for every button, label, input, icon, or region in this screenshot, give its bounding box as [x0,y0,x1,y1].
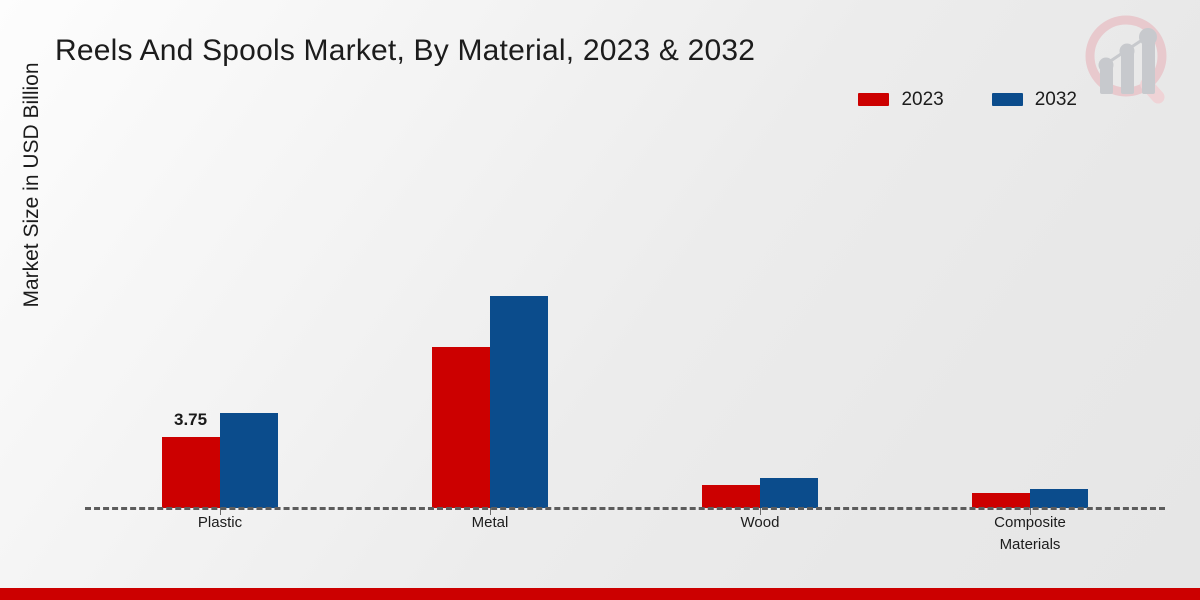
bar-metal-2032[interactable] [490,295,548,508]
legend-label-2032: 2032 [1034,89,1077,110]
tick-plastic [85,508,355,515]
bar-wood-2032[interactable] [760,478,818,508]
bar-composite-2023[interactable] [972,492,1030,508]
x-axis-label-plastic: Plastic [197,514,243,531]
bar-composite-2032[interactable] [1030,489,1088,508]
bar-wood-2023[interactable] [702,484,760,508]
legend-item-2032[interactable]: 2032 [991,89,1077,110]
x-axis-ticks [85,508,1165,515]
y-axis-title: Market Size in USD Billion [20,62,43,308]
plot-area: 3.75 [85,130,1165,508]
bar-plastic-2023[interactable]: 3.75 [162,410,220,508]
bar-value-plastic-2023: 3.75 [174,409,208,429]
x-axis-label-composite: Composite Materials [994,514,1066,553]
legend-label-2023: 2023 [901,89,944,110]
tick-composite [895,508,1165,515]
legend-item-2023[interactable]: 2023 [858,89,944,110]
x-axis-labels: Plastic Metal Wood Composite Materials [85,512,1165,556]
bar-group-composite [895,130,1165,508]
watermark-logo-icon [1074,8,1184,112]
tick-metal [355,508,625,515]
bar-group-metal [355,130,625,508]
x-axis-label-metal: Metal [471,514,509,531]
bar-group-wood [625,130,895,508]
x-axis-baseline [85,507,1165,510]
footer-accent-bar [0,588,1200,600]
chart-title: Reels And Spools Market, By Material, 20… [55,34,756,67]
bar-metal-2023[interactable] [432,346,490,508]
bar-plastic-2032[interactable] [220,413,278,508]
chart-legend: 2023 2032 [858,90,1077,109]
legend-swatch-2023-icon [858,93,890,106]
legend-swatch-2032-icon [991,93,1023,106]
tick-wood [625,508,895,515]
bar-group-plastic: 3.75 [85,130,355,508]
x-axis-label-wood: Wood [740,514,780,531]
